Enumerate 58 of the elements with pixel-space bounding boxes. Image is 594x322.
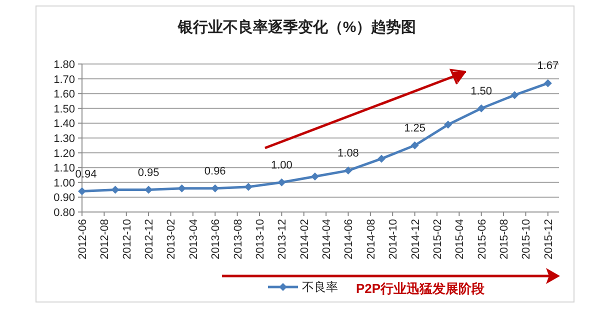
x-tick-label: 2013-12 [276, 219, 289, 260]
y-tick-label: 1.80 [54, 59, 75, 71]
x-tick-label: 2013-04 [188, 219, 200, 260]
y-tick-label: 1.00 [54, 177, 75, 190]
x-tick-label: 2014-08 [365, 219, 378, 260]
data-label: 1.25 [404, 122, 426, 134]
data-label: 1.67 [537, 60, 559, 72]
y-tick-label: 1.50 [54, 103, 75, 116]
x-tick-label: 2014-06 [343, 219, 356, 260]
data-label: 1.00 [270, 159, 292, 172]
data-label: 1.08 [338, 148, 359, 160]
x-tick-label: 2015-02 [432, 219, 444, 260]
y-tick-label: 1.20 [54, 148, 75, 160]
x-tick-label: 2014-10 [388, 219, 400, 260]
data-label: 0.94 [75, 168, 97, 180]
x-tick-label: 2012-12 [144, 219, 156, 260]
point [344, 166, 352, 175]
point [444, 120, 452, 129]
y-tick-label: 0.90 [54, 192, 75, 204]
point [178, 184, 186, 192]
x-tick-label: 2014-12 [410, 219, 422, 260]
legend-label: 不良率 [302, 280, 338, 294]
x-tick-label: 2015-04 [454, 219, 466, 260]
y-tick-label: 1.30 [54, 133, 75, 145]
point [144, 186, 153, 194]
x-tick-label: 2015-08 [498, 219, 511, 260]
point [310, 172, 319, 180]
x-tick-label: 2012-10 [121, 219, 134, 260]
x-tick-label: 2012-08 [99, 219, 112, 260]
x-tick-label: 2013-08 [232, 219, 244, 260]
point [510, 91, 519, 100]
y-tick-label: 1.70 [54, 74, 75, 86]
chart-title: 银行业不良率逐季变化（%）趋势图 [176, 18, 416, 36]
point [244, 182, 252, 191]
y-tick-label: 0.80 [54, 207, 75, 219]
point [544, 79, 552, 88]
point [378, 154, 386, 163]
x-tick-label: 2012-06 [77, 219, 89, 260]
y-tick-label: 1.10 [54, 162, 75, 175]
x-tick-label: 2013-10 [254, 219, 266, 260]
text: P2P行业迅猛发展阶段 [356, 281, 486, 296]
x-tick-label: 2015-06 [476, 219, 488, 260]
point [78, 187, 86, 196]
data-label: 0.96 [204, 165, 226, 178]
x-tick-label: 2014-04 [321, 219, 334, 260]
data-label: 1.50 [470, 85, 492, 98]
point [477, 104, 486, 112]
data-label: 0.95 [138, 166, 160, 179]
x-tick-label: 2013-02 [166, 219, 178, 260]
point [278, 178, 286, 186]
legend: 不良率 [268, 280, 338, 294]
y-tick-label: 1.60 [54, 88, 75, 101]
point [410, 141, 419, 150]
y-tick-label: 1.40 [54, 118, 75, 130]
x-tick-label: 2013-06 [210, 219, 222, 260]
x-tick-label: 2015-12 [542, 219, 555, 260]
x-tick-label: 2014-02 [298, 219, 311, 260]
x-tick-label: 2015-10 [520, 219, 533, 260]
